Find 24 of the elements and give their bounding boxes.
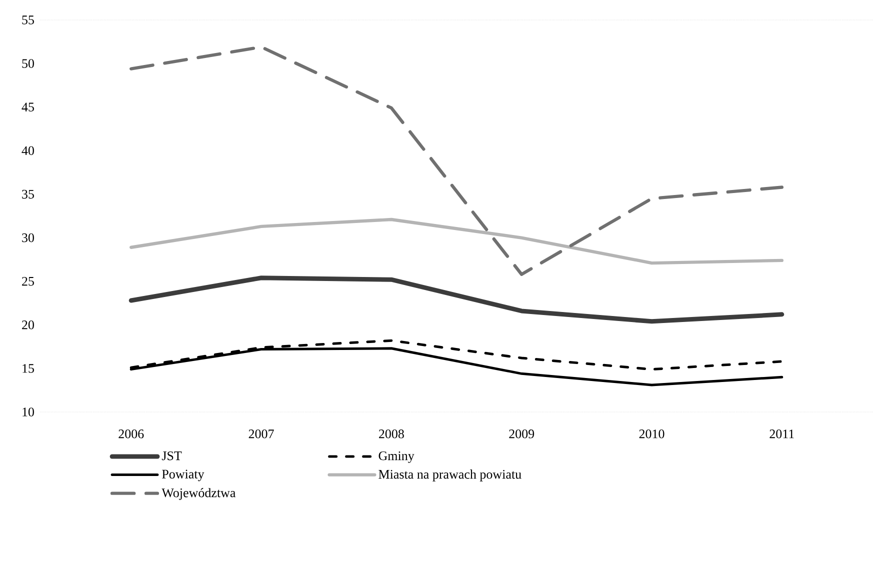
y-tick-label: 30 <box>22 233 34 242</box>
x-tick-label: 2011 <box>770 430 794 438</box>
legend-label: Województwa <box>162 488 236 500</box>
x-tick-label: 2008 <box>379 430 404 438</box>
y-tick-label: 10 <box>22 408 34 416</box>
y-tick-label: 15 <box>22 364 34 373</box>
line-series <box>128 276 784 324</box>
y-tick-label: 35 <box>22 190 34 199</box>
legend-label: Miasta na prawach powiatu <box>378 470 522 482</box>
x-tick-label: 2010 <box>639 430 664 438</box>
y-tick-label: 50 <box>22 59 34 68</box>
y-tick-label: 55 <box>22 16 34 24</box>
y-tick-label: 25 <box>22 276 34 286</box>
legend-label: JST <box>162 451 182 460</box>
line-series <box>130 218 784 265</box>
line-series <box>130 45 784 276</box>
x-tick-label: 2006 <box>118 430 144 438</box>
legend-label: Gminy <box>378 451 414 463</box>
y-tick-label: 40 <box>22 146 34 156</box>
legend-label: Powiaty <box>162 470 204 482</box>
x-tick-label: 2009 <box>509 430 534 438</box>
y-tick-label: 45 <box>22 102 34 112</box>
y-tick-label: 20 <box>22 320 34 330</box>
x-tick-label: 2007 <box>248 430 274 438</box>
